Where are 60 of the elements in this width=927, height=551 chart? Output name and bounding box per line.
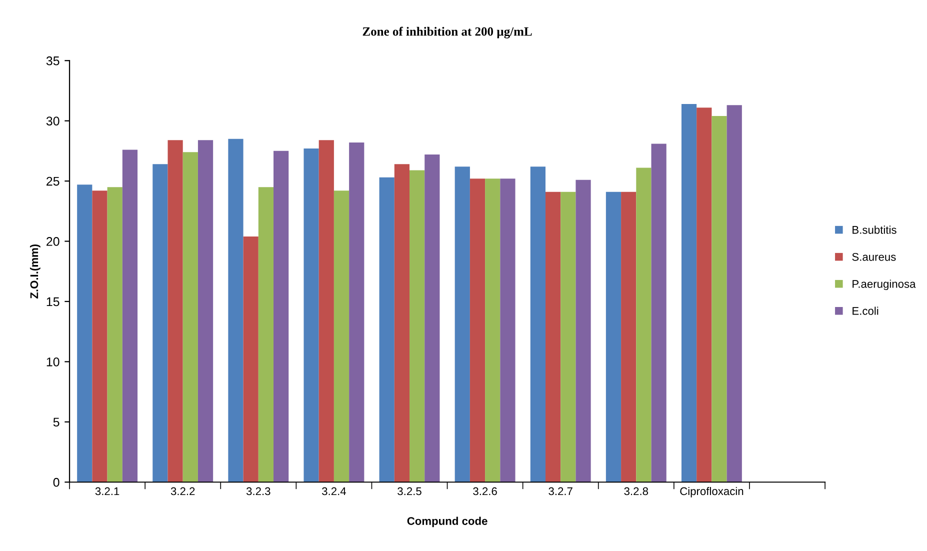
y-tick-label: 30 bbox=[46, 116, 60, 126]
chart-title: Zone of inhibition at 200 µg/mL bbox=[362, 26, 532, 38]
bar bbox=[107, 187, 122, 482]
bar bbox=[152, 164, 168, 482]
bar bbox=[410, 170, 425, 482]
bar bbox=[696, 108, 712, 482]
bar bbox=[379, 177, 394, 482]
bar bbox=[530, 166, 546, 482]
bar bbox=[454, 166, 470, 482]
bar bbox=[304, 148, 319, 482]
bar bbox=[621, 192, 636, 482]
bar bbox=[318, 140, 334, 482]
y-axis-title: Z.O.I.(mm) bbox=[30, 244, 40, 299]
x-axis-title: Compund code bbox=[407, 516, 488, 528]
bar bbox=[168, 140, 183, 482]
bar bbox=[712, 116, 727, 482]
bar bbox=[198, 140, 214, 482]
x-tick-label: 3.2.3 bbox=[246, 487, 270, 496]
x-tick-label: 3.2.8 bbox=[624, 487, 648, 496]
bar bbox=[681, 104, 697, 482]
legend-label: P.aeruginosa bbox=[852, 280, 916, 290]
legend-label: B.subtitis bbox=[852, 226, 896, 234]
y-tick-label: 20 bbox=[46, 237, 60, 246]
bar bbox=[334, 190, 350, 482]
x-tick-label: 3.2.2 bbox=[170, 487, 195, 496]
bar bbox=[545, 192, 561, 482]
bar bbox=[500, 178, 516, 482]
x-tick-label: 3.2.7 bbox=[548, 487, 572, 496]
bar bbox=[122, 150, 138, 482]
x-tick-label: 3.2.5 bbox=[398, 487, 422, 496]
bar bbox=[651, 144, 666, 482]
bar bbox=[726, 105, 742, 482]
bar bbox=[258, 187, 274, 482]
legend-label: S.aureus bbox=[852, 252, 896, 261]
bar bbox=[485, 178, 500, 482]
x-tick-label: 3.2.1 bbox=[95, 487, 120, 496]
y-tick-label: 15 bbox=[46, 297, 60, 306]
y-tick-label: 10 bbox=[46, 357, 60, 366]
bar bbox=[92, 190, 108, 482]
bar bbox=[77, 184, 92, 482]
x-tick-label: 3.2.6 bbox=[473, 487, 497, 496]
y-tick-label: 35 bbox=[46, 56, 60, 66]
bar bbox=[274, 150, 289, 482]
bar bbox=[349, 142, 364, 482]
bar bbox=[228, 138, 244, 482]
bar bbox=[394, 164, 410, 482]
bar bbox=[576, 180, 591, 482]
bar bbox=[470, 178, 486, 482]
y-tick-label: 5 bbox=[53, 418, 60, 427]
bar bbox=[606, 192, 622, 482]
x-tick-label: 3.2.4 bbox=[322, 487, 346, 496]
y-tick-label: 25 bbox=[46, 176, 60, 186]
y-tick-label: 0 bbox=[53, 478, 60, 487]
x-tick-label: Ciprofloxacin bbox=[680, 486, 744, 498]
bar bbox=[424, 154, 440, 482]
bar bbox=[182, 152, 198, 482]
bar bbox=[243, 236, 258, 482]
bar bbox=[636, 168, 652, 482]
legend-label: E.coli bbox=[852, 306, 878, 315]
bar bbox=[560, 192, 576, 482]
